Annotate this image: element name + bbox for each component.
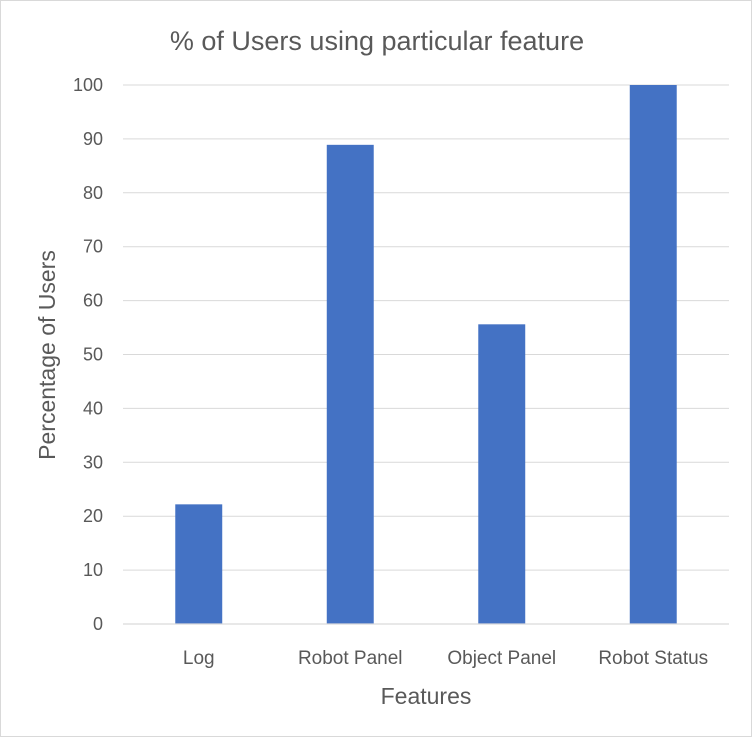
chart-title: % of Users using particular feature <box>170 26 584 56</box>
bar-robot-panel <box>326 144 374 625</box>
y-tick-label: 20 <box>83 506 103 526</box>
x-tick-label: Object Panel <box>447 648 556 669</box>
y-tick-label: 60 <box>83 291 103 311</box>
x-axis-title: Features <box>381 683 472 709</box>
y-tick-label: 10 <box>83 560 103 580</box>
y-tick-label: 90 <box>83 129 103 149</box>
x-tick-label: Robot Status <box>598 648 708 669</box>
y-tick-label: 50 <box>83 345 103 365</box>
x-axis-ticks: Log Robot Panel Object Panel Robot Status <box>183 648 708 669</box>
y-axis-ticks: 0 10 20 30 40 50 60 70 80 90 100 <box>73 75 103 634</box>
y-tick-label: 80 <box>83 183 103 203</box>
y-tick-label: 0 <box>93 614 103 634</box>
x-tick-label: Robot Panel <box>298 648 403 669</box>
bar-object-panel <box>478 324 526 624</box>
y-tick-label: 70 <box>83 237 103 257</box>
gridlines <box>123 84 729 571</box>
y-axis-title: Percentage of Users <box>34 250 60 460</box>
bar-log <box>175 504 223 624</box>
y-tick-label: 30 <box>83 452 103 472</box>
bar-robot-status <box>629 85 677 624</box>
y-tick-label: 40 <box>83 398 103 418</box>
x-tick-label: Log <box>183 648 215 669</box>
bars <box>175 85 677 625</box>
y-tick-label: 100 <box>73 75 103 95</box>
